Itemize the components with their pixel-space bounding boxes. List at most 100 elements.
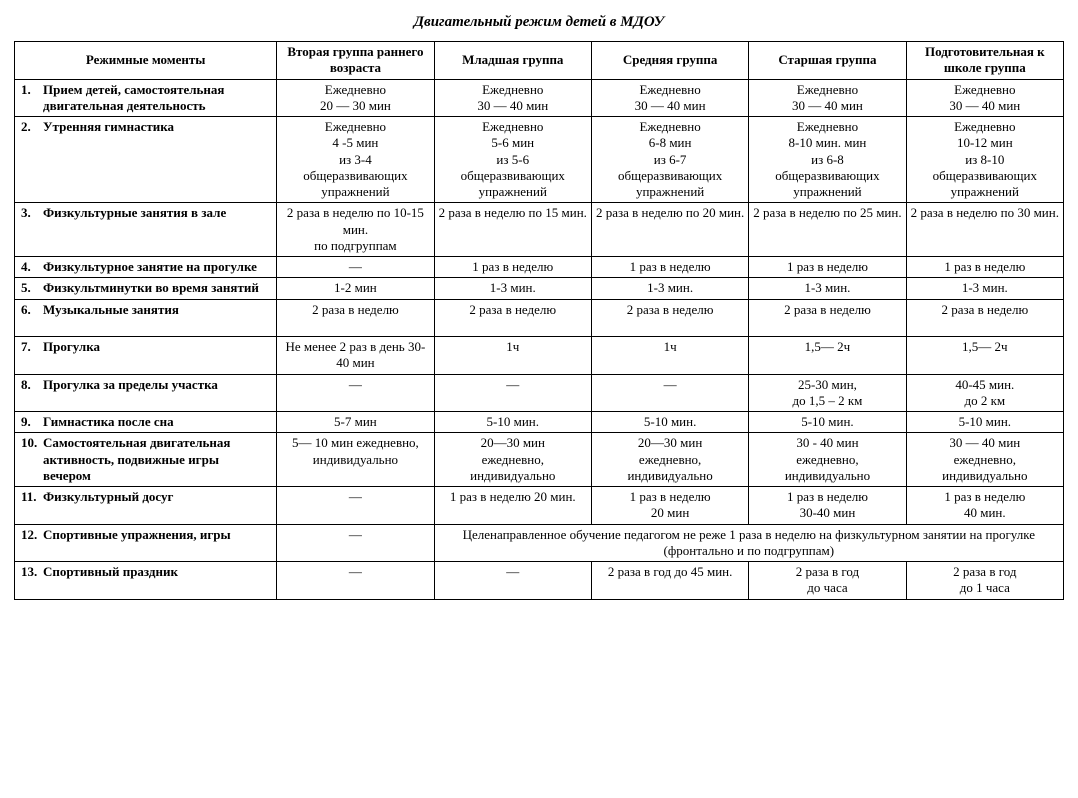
cell-line: 5-10 мин. — [753, 414, 901, 430]
page-title: Двигательный режим детей в МДОУ — [14, 14, 1064, 31]
cell: 2 раза в годдо 1 часа — [906, 562, 1063, 600]
row-label: Физкультурные занятия в зале — [43, 205, 266, 221]
row-header: 1.Прием детей, самостоятельная двигатель… — [15, 79, 277, 117]
cell-line: до 1,5 – 2 км — [753, 393, 901, 409]
cell-line: 1 раз в неделю — [753, 259, 901, 275]
cell: 2 раза в неделю по 10-15 мин.по подгрупп… — [277, 203, 434, 257]
table-row: 10.Самостоятельная двигательная активнос… — [15, 433, 1064, 487]
cell: 1 раз в неделю — [749, 257, 906, 278]
cell-line: 1ч — [439, 339, 587, 355]
cell-line: упражнений — [439, 184, 587, 200]
cell-line: 2 раза в неделю — [911, 302, 1059, 318]
merged-cell: Целенаправленное обучение педагогом не р… — [434, 524, 1063, 562]
cell-line: 1-3 мин. — [439, 280, 587, 296]
cell-line: 2 раза в неделю — [753, 302, 901, 318]
cell-line: Ежедневно — [596, 82, 744, 98]
cell: 1 раз в неделю — [906, 257, 1063, 278]
cell-line: 30 — 40 мин — [753, 98, 901, 114]
table-row: 3.Физкультурные занятия в зале 2 раза в н… — [15, 203, 1064, 257]
cell: 1 раз в неделю — [434, 257, 591, 278]
cell-line: 2 раза в неделю по 30 мин. — [911, 205, 1059, 221]
cell-line: 2 раза в год до 45 мин. — [596, 564, 744, 580]
cell-line: 1-2 мин — [281, 280, 429, 296]
cell: 5-10 мин. — [906, 412, 1063, 433]
cell: Ежедневно30 — 40 мин — [906, 79, 1063, 117]
cell-line: — — [281, 259, 429, 275]
row-number: 8. — [21, 377, 43, 393]
cell-line: общеразвивающих упражнений — [911, 168, 1059, 201]
cell-line: 5— 10 мин ежедневно, индивидуально — [281, 435, 429, 468]
cell-line: ежедневно, — [439, 452, 587, 468]
row-header: 2.Утренняя гимнастика — [15, 117, 277, 203]
cell: Ежедневно30 — 40 мин — [434, 79, 591, 117]
cell: 30 — 40 минежедневно,индивидуально — [906, 433, 1063, 487]
cell-line: 1 раз в неделю — [439, 259, 587, 275]
cell: 1-3 мин. — [434, 278, 591, 299]
cell: Ежедневно8-10 мин. миниз 6-8общеразвиваю… — [749, 117, 906, 203]
cell-line: — — [281, 527, 429, 543]
cell: 30 - 40 минежедневно,индивидуально — [749, 433, 906, 487]
col-header-3: Средняя группа — [591, 42, 748, 80]
cell-line: 2 раза в неделю по 15 мин. — [439, 205, 587, 221]
cell: 5-7 мин — [277, 412, 434, 433]
cell-line: 5-10 мин. — [911, 414, 1059, 430]
row-header: 13.Спортивный праздник — [15, 562, 277, 600]
row-label: Спортивные упражнения, игры — [43, 527, 266, 543]
cell-line: 1-3 мин. — [596, 280, 744, 296]
row-label: Спортивный праздник — [43, 564, 266, 580]
cell-line: — — [281, 489, 429, 505]
table-row: 8.Прогулка за пределы участка———25-30 ми… — [15, 374, 1064, 412]
cell-line: 25-30 мин, — [753, 377, 901, 393]
cell-line: 2 раза в неделю по 20 мин. — [596, 205, 744, 221]
cell: 1 раз в неделю30-40 мин — [749, 487, 906, 525]
col-header-5: Подготовительная к школе группа — [906, 42, 1063, 80]
cell-line: 1ч — [596, 339, 744, 355]
row-header: 6.Музыкальные занятия — [15, 299, 277, 337]
row-label: Физкультурное занятие на прогулке — [43, 259, 266, 275]
row-number: 7. — [21, 339, 43, 355]
cell: 25-30 мин,до 1,5 – 2 км — [749, 374, 906, 412]
cell: Ежедневно30 — 40 мин — [749, 79, 906, 117]
col-header-rowhead: Режимные моменты — [15, 42, 277, 80]
col-header-4: Старшая группа — [749, 42, 906, 80]
cell: 1 раз в неделю — [591, 257, 748, 278]
cell-line: индивидуально — [596, 468, 744, 484]
row-number: 10. — [21, 435, 43, 451]
col-header-1: Вторая группа раннего возраста — [277, 42, 434, 80]
row-header: 12.Спортивные упражнения, игры — [15, 524, 277, 562]
row-header: 4.Физкультурное занятие на прогулке — [15, 257, 277, 278]
cell-line: Ежедневно — [911, 82, 1059, 98]
cell-line: 20 мин — [596, 505, 744, 521]
cell-line: 6-8 мин — [596, 135, 744, 151]
row-header: 7.Прогулка — [15, 337, 277, 375]
cell-line: 2 раза в неделю — [439, 302, 587, 318]
cell-line: 20 — 30 мин — [281, 98, 429, 114]
table-row: 4.Физкультурное занятие на прогулке— 1 ра… — [15, 257, 1064, 278]
cell-line: 30 — 40 мин — [911, 435, 1059, 451]
cell-line: Ежедневно — [753, 119, 901, 135]
cell-line: 30 — 40 мин — [596, 98, 744, 114]
cell-line: упражнений — [596, 184, 744, 200]
cell-line: 1 раз в неделю — [596, 259, 744, 275]
row-number: 3. — [21, 205, 43, 221]
cell: 1-3 мин. — [749, 278, 906, 299]
cell-line: 30 - 40 мин — [753, 435, 901, 451]
cell-line: 4 -5 мин — [281, 135, 429, 151]
cell-line: до часа — [753, 580, 901, 596]
row-number: 11. — [21, 489, 43, 505]
row-number: 9. — [21, 414, 43, 430]
table-row: 9.Гимнастика после сна 5-7 мин 5-10 мин. 5-… — [15, 412, 1064, 433]
cell: 2 раза в неделю по 25 мин. — [749, 203, 906, 257]
cell: 20—30 минежедневно,индивидуально — [434, 433, 591, 487]
cell: 2 раза в неделю по 30 мин. — [906, 203, 1063, 257]
cell: 2 раза в годдо часа — [749, 562, 906, 600]
cell-line: 30 — 40 мин — [911, 98, 1059, 114]
cell-line: 1 раз в неделю — [753, 489, 901, 505]
row-header: 8.Прогулка за пределы участка — [15, 374, 277, 412]
cell: 2 раза в неделю по 20 мин. — [591, 203, 748, 257]
row-label: Гимнастика после сна — [43, 414, 266, 430]
cell-line: из 8-10 — [911, 152, 1059, 168]
row-number: 2. — [21, 119, 43, 135]
cell: 2 раза в неделю — [906, 299, 1063, 337]
cell: 1 раз в неделю 20 мин. — [434, 487, 591, 525]
